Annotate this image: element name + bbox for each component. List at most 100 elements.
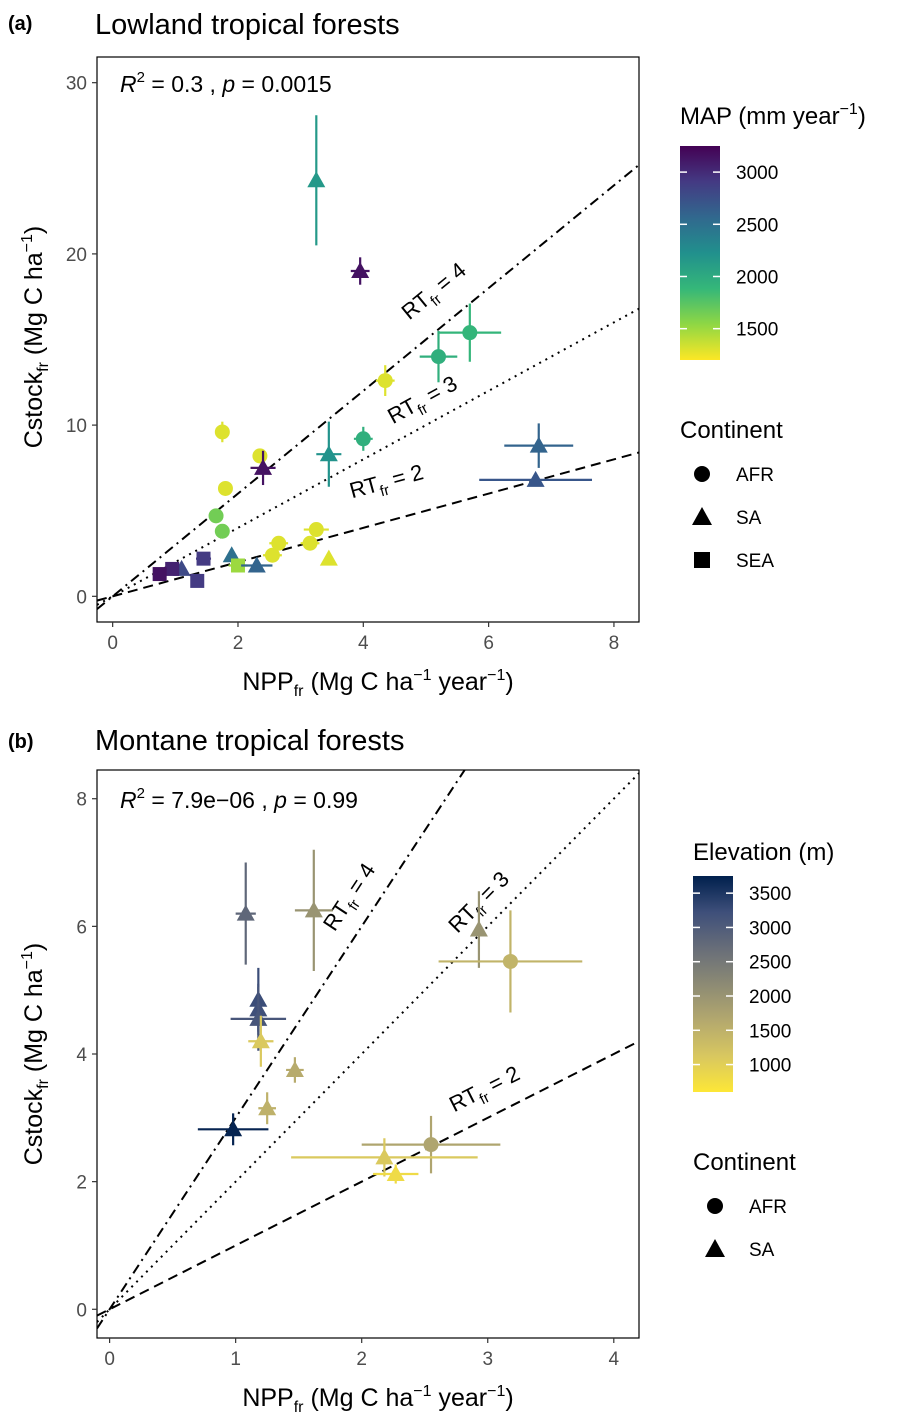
- legend-square-icon: [694, 552, 710, 568]
- point-marker: [196, 551, 211, 566]
- colorbar: [680, 146, 720, 360]
- y-tick-label: 20: [66, 245, 87, 266]
- data-point: [419, 330, 458, 383]
- stat-annotation: R2 = 0.3 , p = 0.0015: [120, 69, 332, 97]
- data-point: [294, 849, 333, 972]
- color-legend-title: Elevation (m): [693, 839, 834, 866]
- y-tick-label: 8: [76, 790, 87, 811]
- shape-legend-title: Continent: [680, 417, 783, 444]
- point-marker: [230, 558, 245, 573]
- point-marker: [214, 424, 230, 440]
- plot-panel: [96, 56, 640, 623]
- data-point: [258, 1092, 277, 1125]
- data-point: [152, 567, 167, 582]
- data-point: [319, 549, 338, 566]
- point-marker: [222, 546, 241, 563]
- point-marker: [502, 953, 518, 969]
- colorbar-tick-label: 1000: [749, 1056, 791, 1077]
- data-point: [350, 257, 370, 285]
- x-tick-label: 8: [609, 633, 620, 654]
- y-tick-label: 4: [76, 1045, 87, 1066]
- data-point: [241, 556, 273, 573]
- reference-line-rt-2: [97, 451, 639, 602]
- colorbar-tick-label: 2000: [749, 987, 791, 1008]
- legend-item-label: SA: [736, 508, 762, 529]
- legend-triangle-icon: [692, 507, 712, 525]
- data-point: [307, 115, 326, 246]
- panel-tag: (b): [8, 731, 34, 753]
- data-point: [504, 423, 574, 468]
- point-marker: [386, 1164, 405, 1181]
- data-point: [375, 365, 395, 396]
- data-points: [197, 849, 583, 1184]
- point-marker: [208, 508, 224, 524]
- data-point: [235, 862, 256, 965]
- point-marker: [308, 522, 324, 538]
- colorbar-tick-label: 1500: [749, 1021, 791, 1042]
- point-marker: [252, 448, 268, 464]
- legend-circle-icon: [707, 1198, 723, 1214]
- data-point: [190, 573, 205, 588]
- plot-panel: [96, 769, 640, 1339]
- x-tick-label: 2: [233, 633, 244, 654]
- x-tick-label: 0: [107, 633, 118, 654]
- x-tick-label: 0: [104, 1349, 115, 1370]
- data-point: [479, 470, 593, 487]
- reference-line-rt-2: [97, 1040, 639, 1317]
- legend-item-label: AFR: [736, 465, 774, 486]
- x-tick-label: 6: [483, 633, 494, 654]
- colorbar-tick-label: 2000: [736, 267, 778, 288]
- colorbar: [693, 876, 733, 1092]
- legend-circle-icon: [694, 466, 710, 482]
- data-point: [300, 535, 320, 551]
- y-axis-title: Cstockfr (Mg C ha−1): [19, 943, 52, 1166]
- reference-line-rt-4: [97, 770, 466, 1329]
- data-point: [214, 523, 230, 539]
- y-tick-label: 2: [76, 1173, 87, 1194]
- point-marker: [462, 325, 478, 341]
- reference-lines: [97, 770, 639, 1329]
- data-point: [250, 450, 276, 486]
- legend-item-label: SA: [749, 1240, 775, 1261]
- data-point: [373, 1164, 419, 1184]
- x-axis-title: NPPfr (Mg C ha−1 year−1): [242, 1383, 513, 1414]
- point-marker: [247, 556, 266, 573]
- x-tick-label: 3: [482, 1349, 493, 1370]
- x-tick-label: 2: [356, 1349, 367, 1370]
- point-marker: [355, 431, 371, 447]
- data-point: [285, 1057, 304, 1083]
- color-legend-title: MAP (mm year−1): [680, 101, 866, 130]
- point-marker: [375, 1148, 394, 1165]
- shape-legend: Continent AFR SA: [693, 1149, 796, 1261]
- data-point: [316, 421, 342, 487]
- data-point: [353, 426, 373, 451]
- data-point: [196, 551, 212, 566]
- point-marker: [302, 535, 318, 551]
- x-tick-label: 4: [358, 633, 369, 654]
- data-point: [248, 1015, 274, 1067]
- point-marker: [285, 1060, 304, 1077]
- panel-tag: (a): [8, 13, 32, 35]
- point-marker: [152, 567, 167, 582]
- data-point: [469, 891, 488, 968]
- data-point: [252, 448, 268, 464]
- point-marker: [351, 262, 370, 279]
- data-point: [438, 910, 583, 1013]
- point-marker: [526, 470, 545, 487]
- point-marker: [319, 445, 338, 462]
- x-tick-label: 1: [230, 1349, 241, 1370]
- point-marker: [165, 561, 180, 576]
- data-point: [165, 561, 180, 576]
- legend-item-label: SEA: [736, 551, 774, 572]
- y-tick-label: 0: [76, 1300, 87, 1321]
- y-tick-label: 0: [76, 587, 87, 608]
- data-point: [291, 1138, 478, 1177]
- data-point: [438, 303, 502, 362]
- panel-title: Lowland tropical forests: [95, 9, 400, 41]
- legend-triangle-icon: [705, 1239, 725, 1257]
- y-tick-label: 10: [66, 416, 87, 437]
- point-marker: [190, 573, 205, 588]
